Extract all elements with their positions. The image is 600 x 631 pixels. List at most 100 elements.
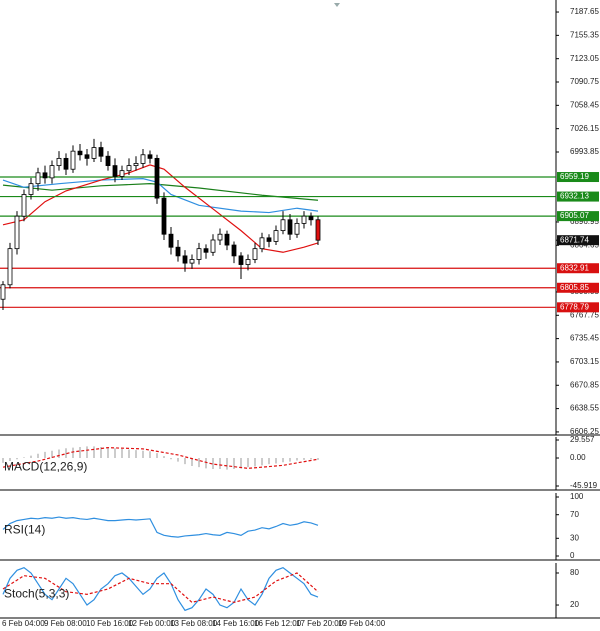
candle-body (77, 150, 83, 156)
candle-body (203, 248, 209, 253)
candle-body (7, 248, 13, 286)
indicator-line (2, 516, 319, 538)
y-tick-label: 6703.15 (570, 357, 599, 366)
candle-body (35, 172, 41, 185)
level-label: 6905.07 (560, 211, 589, 220)
x-tick-label: 9 Feb 08:00 (44, 619, 87, 628)
x-tick-label: 16 Feb 12:00 (254, 619, 302, 628)
panel-title: MACD(12,26,9) (4, 460, 87, 474)
candle-body (14, 215, 20, 250)
y-tick-label: 30 (570, 533, 579, 542)
y-tick-label: 6670.85 (570, 380, 599, 389)
candle-body (266, 237, 272, 242)
candle-body (224, 233, 230, 246)
candle-body (287, 219, 293, 235)
candle-body (126, 165, 132, 172)
x-tick-label: 6 Feb 04:00 (2, 619, 45, 628)
panel-title: RSI(14) (4, 523, 45, 537)
candle-body (28, 183, 34, 195)
x-tick-label: 17 Feb 20:00 (296, 619, 344, 628)
level-label: 6932.13 (560, 192, 589, 201)
indicator-line (2, 164, 319, 253)
indicator-line (2, 566, 319, 612)
indicator-line (2, 572, 319, 604)
candle-body (70, 150, 76, 170)
x-tick-label: 14 Feb 16:00 (212, 619, 260, 628)
y-tick-label: 20 (570, 600, 579, 609)
candle-body (217, 233, 223, 241)
candle-body (84, 154, 90, 159)
candle-body (280, 219, 286, 232)
candle-body (189, 259, 195, 264)
indicator-line (2, 183, 319, 201)
candle-body (147, 154, 153, 159)
level-label: 6778.79 (560, 302, 589, 311)
y-tick-label: -45.919 (570, 481, 598, 490)
level-label-bg (557, 191, 599, 202)
candle-body (21, 194, 27, 217)
candle-body (154, 157, 160, 199)
candle-body (182, 255, 188, 264)
candle-body (259, 237, 265, 250)
y-tick-label: 7187.65 (570, 7, 599, 16)
candle-body (119, 170, 125, 177)
x-tick-label: 12 Feb 00:00 (128, 619, 176, 628)
candle-body (112, 165, 118, 177)
candle-body (294, 222, 300, 235)
y-tick-label: 6638.55 (570, 404, 599, 413)
panel-title: Stoch(5,3,3) (4, 587, 69, 601)
candle-body (133, 163, 139, 167)
indicator-line (2, 178, 319, 214)
period-marker (334, 3, 340, 7)
candle-body (105, 155, 111, 167)
candle-body (0, 284, 6, 300)
y-tick-label: 7026.15 (570, 124, 599, 133)
level-label-bg (557, 302, 599, 313)
candle-body (315, 219, 321, 241)
candle-body (49, 165, 55, 179)
y-tick-label: 7123.05 (570, 54, 599, 63)
y-tick-label: 0.00 (570, 453, 586, 462)
candle-body (231, 244, 237, 257)
level-label-bg (557, 211, 599, 222)
candle-body (91, 147, 97, 159)
candle-body (98, 147, 104, 157)
candle-body (168, 233, 174, 248)
y-tick-label: 6606.25 (570, 427, 599, 436)
level-label: 6832.91 (560, 263, 589, 272)
candle-body (273, 230, 279, 242)
candle-body (245, 259, 251, 265)
y-tick-label: 80 (570, 568, 579, 577)
x-tick-label: 13 Feb 08:00 (170, 619, 218, 628)
candle-body (238, 255, 244, 265)
y-tick-label: 6767.75 (570, 310, 599, 319)
y-tick-label: 100 (570, 492, 584, 501)
current-price-bg (557, 235, 599, 246)
y-tick-label: 7058.45 (570, 100, 599, 109)
current-price-label: 6871.74 (560, 235, 589, 244)
candle-body (140, 154, 146, 164)
level-label-bg (557, 263, 599, 274)
y-tick-label: 6993.85 (570, 147, 599, 156)
x-tick-label: 19 Feb 04:00 (338, 619, 386, 628)
level-label-bg (557, 172, 599, 183)
candle-body (210, 239, 216, 253)
y-tick-label: 7155.35 (570, 30, 599, 39)
y-tick-label: 29.557 (570, 435, 595, 444)
level-label-bg (557, 282, 599, 293)
indicator-line (2, 447, 319, 469)
candle-body (308, 215, 314, 221)
level-label: 6959.19 (560, 172, 589, 181)
y-tick-label: 6735.45 (570, 334, 599, 343)
candle-body (252, 248, 258, 260)
candle-body (42, 172, 48, 179)
candle-body (63, 157, 69, 170)
candle-body (175, 246, 181, 257)
y-tick-label: 6896.95 (570, 217, 599, 226)
x-tick-label: 10 Feb 16:00 (86, 619, 134, 628)
y-tick-label: 0 (570, 551, 575, 560)
candle-body (56, 157, 62, 167)
candle-body (301, 215, 307, 224)
